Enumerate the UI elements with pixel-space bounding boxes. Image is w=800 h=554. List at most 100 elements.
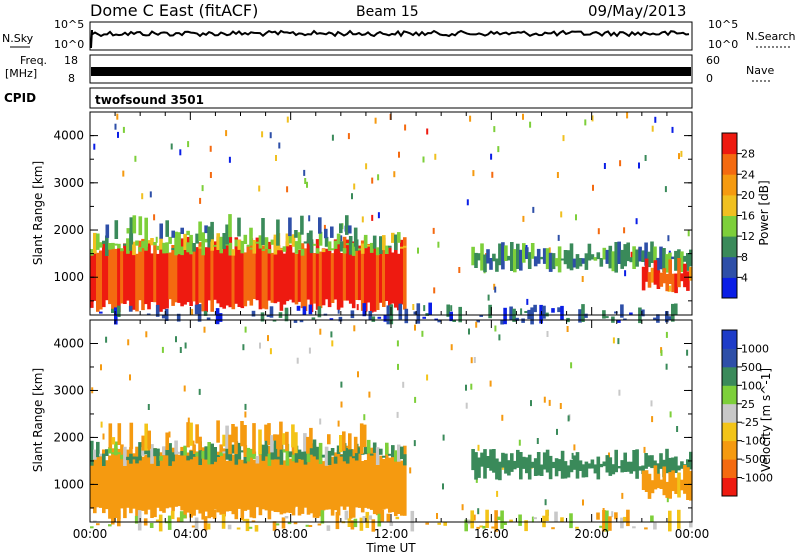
echo-cell [348, 449, 353, 457]
echo-cell [240, 248, 245, 309]
echo-cell [348, 243, 353, 304]
scatter-echo [450, 305, 453, 312]
echo-cell [267, 249, 272, 254]
echo-cell [180, 227, 184, 234]
scatter-echo [469, 115, 472, 122]
freq-label: Freq. [20, 54, 47, 67]
echo-cell [210, 234, 214, 251]
echo-cell [671, 457, 675, 471]
echo-cell [388, 457, 392, 513]
echo-cell [309, 427, 313, 449]
scatter-echo [340, 381, 343, 388]
echo-cell [318, 231, 323, 246]
echo-cell [219, 452, 223, 456]
scatter-echo [644, 155, 647, 161]
echo-cell [521, 318, 525, 323]
echo-cell [608, 457, 613, 476]
echo-cell [368, 311, 373, 321]
echo-cell [359, 517, 364, 531]
echo-cell [650, 480, 655, 494]
echo-cell [147, 240, 151, 244]
echo-cell [282, 433, 286, 445]
echo-cell [668, 457, 672, 474]
echo-cell [198, 242, 202, 303]
scatter-echo [396, 411, 399, 418]
scatter-echo [490, 153, 493, 160]
scatter-echo [161, 346, 164, 353]
echo-cell [644, 453, 648, 469]
scatter-echo [442, 434, 445, 441]
scatter-echo [198, 388, 201, 395]
echo-cell [219, 444, 223, 515]
scatter-echo [340, 235, 343, 242]
echo-cell [141, 238, 145, 311]
colorbar-tick-label: 100 [741, 379, 762, 392]
colorbar-segment [722, 348, 737, 368]
echo-cell [174, 246, 178, 303]
echo-cell [261, 249, 266, 251]
echo-cell [237, 217, 241, 237]
echo-cell [671, 256, 675, 260]
echo-cell [665, 311, 669, 323]
echo-cell [288, 244, 293, 300]
scatter-echo [179, 347, 182, 353]
echo-cell [294, 445, 299, 463]
echo-cell [213, 241, 217, 300]
echo-cell [519, 452, 523, 480]
echo-cell [671, 470, 675, 492]
echo-cell [219, 236, 223, 254]
scatter-echo [201, 185, 204, 192]
echo-cell [614, 449, 618, 473]
echo-cell [626, 242, 630, 262]
scatter-echo [258, 185, 261, 192]
echo-cell [342, 456, 347, 510]
echo-cell [192, 444, 196, 516]
echo-cell [566, 465, 571, 478]
echo-cell [240, 450, 245, 453]
scatter-echo [654, 116, 657, 123]
echo-cell [270, 252, 275, 303]
echo-cell [498, 243, 502, 266]
echo-cell [267, 446, 272, 520]
echo-cell [279, 421, 283, 450]
scatter-echo [433, 287, 436, 294]
scatter-echo [470, 383, 473, 390]
echo-cell [111, 437, 116, 445]
echo-cell [128, 305, 133, 312]
echo-cell [171, 230, 175, 238]
echo-cell [366, 439, 371, 454]
echo-cell [527, 454, 532, 480]
echo-cell [138, 216, 143, 236]
echo-cell [321, 461, 326, 511]
echo-cell [629, 312, 633, 315]
scatter-echo [556, 172, 559, 178]
echo-cell [530, 243, 535, 259]
echo-cell [126, 228, 131, 234]
colorbar-segment [722, 236, 737, 258]
echo-cell [291, 454, 296, 462]
scatter-echo [183, 385, 186, 392]
echo-cell [204, 247, 208, 313]
echo-cell [273, 434, 277, 441]
echo-cell [360, 243, 365, 254]
echo-cell [641, 470, 646, 490]
echo-cell [222, 448, 226, 517]
echo-cell [477, 253, 481, 261]
scatter-echo [209, 145, 212, 152]
echo-cell [492, 449, 496, 473]
echo-cell [183, 239, 187, 305]
echo-cell [96, 450, 100, 508]
echo-cell [105, 449, 109, 456]
echo-cell [162, 446, 166, 513]
echo-cell [452, 320, 456, 322]
echo-cell [255, 456, 260, 464]
echo-cell [510, 242, 514, 271]
echo-cell [680, 273, 684, 282]
scatter-echo [337, 420, 340, 427]
echo-cell [372, 235, 377, 249]
echo-cell [605, 455, 610, 473]
echo-cell [602, 510, 606, 532]
echo-cell [476, 526, 480, 529]
echo-cell [321, 248, 326, 306]
scatter-echo [475, 321, 478, 328]
